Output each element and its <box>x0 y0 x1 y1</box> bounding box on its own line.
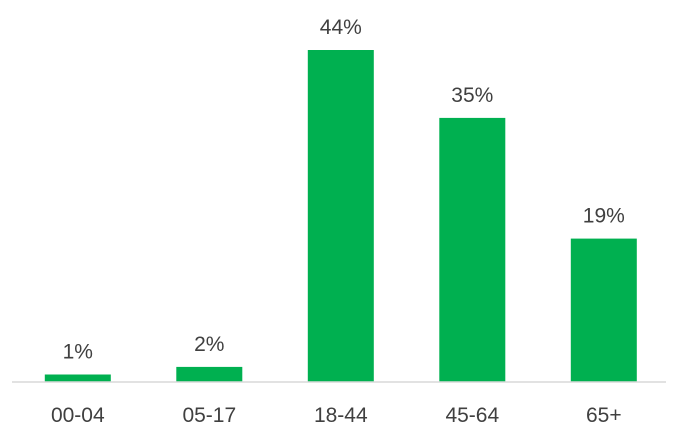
data-label-00-04: 1% <box>63 341 93 364</box>
bar-18-44 <box>307 50 374 382</box>
data-label-65+: 19% <box>583 205 625 228</box>
bar-45-64 <box>439 117 506 383</box>
data-labels-layer: 1% 2% 44% 35% 19% <box>63 16 625 364</box>
x-tick-label-00-04: 00-04 <box>51 404 105 427</box>
data-label-45-64: 35% <box>451 84 493 107</box>
x-tick-labels-layer: 00-04 05-17 18-44 45-64 65+ <box>51 404 622 427</box>
data-label-18-44: 44% <box>320 16 362 39</box>
bar-05-17 <box>176 366 243 382</box>
bar-00-04 <box>44 374 111 382</box>
bar-65+ <box>570 238 637 382</box>
data-label-05-17: 2% <box>194 333 224 356</box>
x-tick-label-18-44: 18-44 <box>314 404 368 427</box>
x-tick-label-45-64: 45-64 <box>445 404 499 427</box>
x-tick-label-05-17: 05-17 <box>182 404 236 427</box>
x-tick-label-65+: 65+ <box>586 404 622 427</box>
bars-layer <box>44 50 637 383</box>
